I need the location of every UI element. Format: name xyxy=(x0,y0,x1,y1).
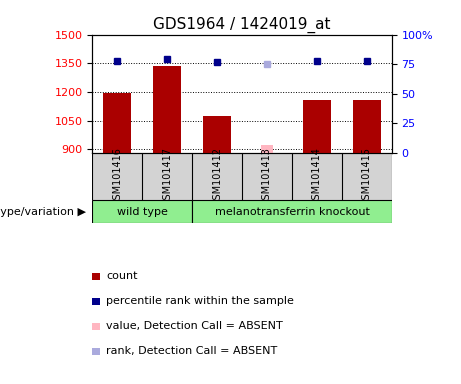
Bar xyxy=(103,93,131,153)
Text: GSM101417: GSM101417 xyxy=(162,147,172,206)
Bar xyxy=(92,200,192,223)
Text: GSM101412: GSM101412 xyxy=(212,147,222,206)
Title: GDS1964 / 1424019_at: GDS1964 / 1424019_at xyxy=(153,17,331,33)
Bar xyxy=(353,101,381,153)
Text: GSM101416: GSM101416 xyxy=(112,147,122,206)
Bar xyxy=(303,101,331,153)
Text: GSM101415: GSM101415 xyxy=(362,147,372,206)
Bar xyxy=(261,145,273,153)
Text: melanotransferrin knockout: melanotransferrin knockout xyxy=(214,207,369,217)
Text: rank, Detection Call = ABSENT: rank, Detection Call = ABSENT xyxy=(106,346,277,356)
Text: GSM101414: GSM101414 xyxy=(312,147,322,206)
Text: genotype/variation ▶: genotype/variation ▶ xyxy=(0,207,86,217)
Text: value, Detection Call = ABSENT: value, Detection Call = ABSENT xyxy=(106,321,283,331)
Text: wild type: wild type xyxy=(117,207,168,217)
Bar xyxy=(154,66,181,153)
Bar xyxy=(192,200,392,223)
Text: percentile rank within the sample: percentile rank within the sample xyxy=(106,296,294,306)
Text: count: count xyxy=(106,271,137,281)
Text: GSM101413: GSM101413 xyxy=(262,147,272,206)
Bar xyxy=(203,116,231,153)
